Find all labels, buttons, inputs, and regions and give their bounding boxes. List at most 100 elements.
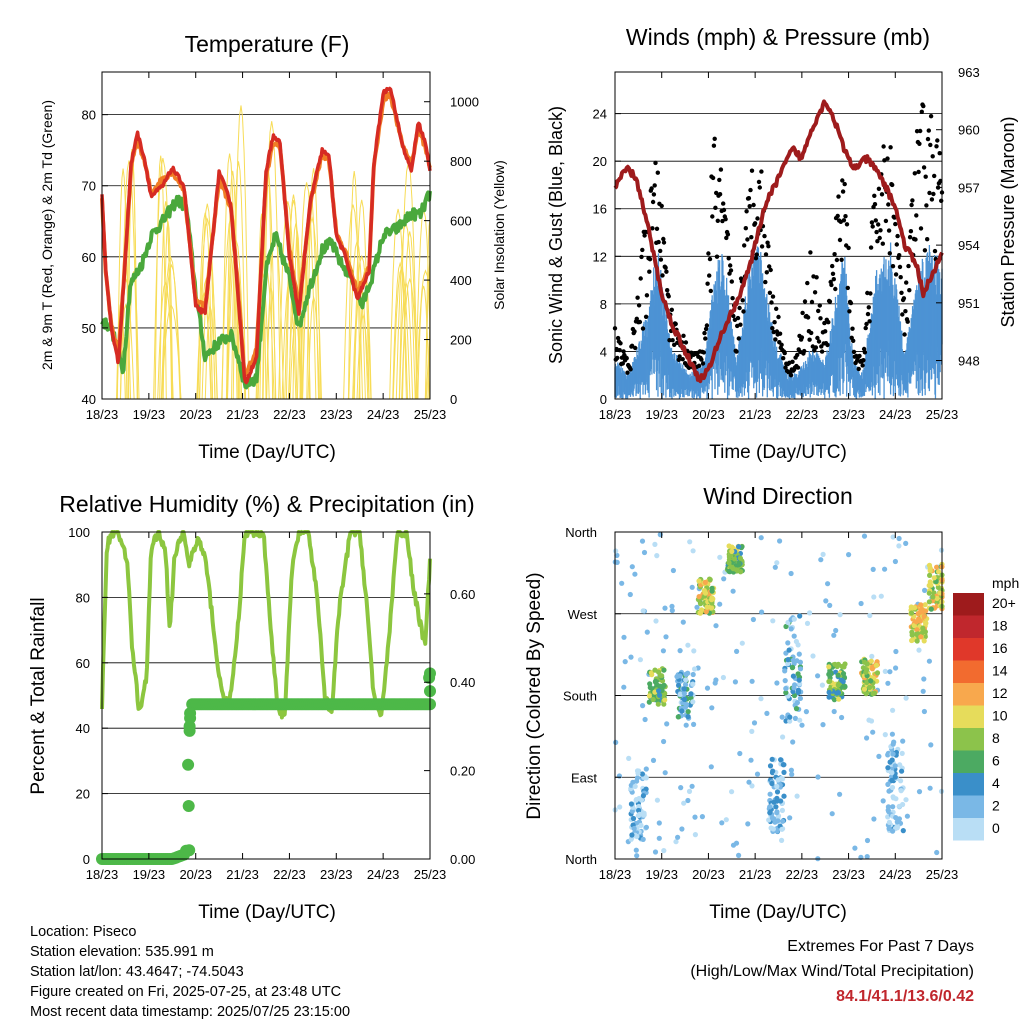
direction-point: [632, 783, 638, 790]
direction-point: [926, 562, 933, 568]
gust-point: [749, 235, 754, 240]
x-tick-label: 22/23: [273, 407, 306, 422]
gust-point: [850, 326, 855, 331]
direction-point: [819, 682, 826, 688]
gust-point: [879, 192, 885, 197]
y-tick-label: 80: [82, 108, 96, 123]
direction-point: [688, 691, 694, 697]
gust-point: [802, 348, 807, 354]
colorbar-swatch: [953, 615, 984, 638]
gust-point: [681, 333, 686, 338]
gust-point: [902, 332, 907, 337]
direction-point: [781, 793, 787, 799]
temperature-xlabel: Time (Day/UTC): [198, 442, 336, 463]
direction-point: [779, 826, 785, 832]
solar-line: [231, 161, 247, 400]
gust-point: [721, 207, 727, 213]
direction-point: [791, 616, 797, 622]
colorbar-swatch: [953, 683, 984, 706]
direction-point: [637, 657, 644, 663]
gust-point: [763, 252, 769, 257]
colorbar-title: mph: [992, 575, 1019, 591]
gust-point: [656, 239, 661, 245]
gust-point: [897, 264, 903, 270]
solar-line: [125, 148, 139, 400]
gust-point: [753, 256, 759, 261]
direction-point: [677, 691, 684, 697]
direction-point: [807, 610, 813, 616]
direction-point: [873, 662, 880, 669]
rh-line: [100, 530, 432, 720]
direction-point: [712, 680, 718, 686]
y-tick-label: North: [565, 525, 597, 540]
gust-point: [925, 237, 930, 242]
gust-point: [783, 365, 788, 370]
direction-series: [612, 532, 945, 862]
x-tick-label: 21/23: [739, 867, 772, 882]
gust-point: [659, 203, 664, 209]
direction-point: [685, 713, 691, 720]
gust-point: [706, 251, 711, 256]
direction-point: [633, 797, 639, 803]
direction-point: [892, 774, 898, 780]
gust-point: [620, 361, 625, 366]
direction-point: [749, 728, 755, 735]
gust-point: [908, 229, 914, 234]
gust-point: [738, 322, 743, 327]
extremes-subtitle: (High/Low/Max Wind/Total Precipitation): [690, 963, 974, 980]
gust-point: [704, 323, 710, 328]
direction-point: [750, 616, 757, 623]
direction-ylabel: Direction (Colored By Speed): [524, 572, 545, 819]
solar-line: [285, 194, 302, 400]
direction-point: [890, 751, 896, 757]
y2-tick-label: 600: [450, 214, 472, 229]
direction-point: [827, 602, 833, 609]
gust-point: [652, 183, 657, 188]
gust-point: [800, 310, 805, 316]
direction-point: [826, 694, 832, 700]
direction-point: [820, 722, 826, 728]
direction-point: [767, 763, 774, 769]
gust-point: [861, 346, 867, 352]
direction-point: [690, 671, 696, 678]
gust-point: [885, 156, 890, 161]
winds-frame: [614, 71, 943, 400]
direction-point: [928, 606, 934, 612]
gust-point: [661, 240, 667, 245]
direction-point: [870, 690, 876, 697]
y2-tick-label: 0.60: [450, 587, 475, 602]
gust-point: [923, 174, 928, 179]
gust-point: [894, 242, 899, 247]
gust-point: [629, 343, 635, 348]
direction-point: [704, 604, 710, 610]
direction-point: [775, 777, 781, 783]
direction-point: [831, 708, 837, 715]
gust-point: [707, 273, 712, 278]
gust-point: [921, 165, 927, 170]
direction-point: [691, 648, 697, 654]
direction-point: [797, 681, 803, 687]
direction-point: [627, 591, 633, 598]
direction-point: [874, 670, 881, 676]
direction-point: [936, 569, 942, 575]
direction-point: [729, 548, 735, 555]
direction-point: [732, 679, 739, 685]
direction-point: [870, 566, 876, 573]
x-tick-label: 23/23: [320, 407, 353, 422]
y2-tick-label: 1000: [450, 95, 479, 110]
direction-point: [663, 634, 669, 640]
direction-point: [767, 810, 773, 816]
extremes-title: Extremes For Past 7 Days: [787, 938, 974, 955]
direction-point: [656, 835, 662, 841]
direction-point: [789, 771, 795, 778]
direction-point: [730, 588, 736, 594]
solar-line: [197, 212, 214, 400]
colorbar-label: 10: [992, 708, 1008, 724]
direction-point: [682, 704, 689, 710]
gust-point: [790, 359, 795, 364]
x-tick-label: 24/23: [367, 867, 400, 882]
direction-point: [869, 653, 875, 660]
colorbar-swatch: [953, 795, 984, 818]
direction-point: [826, 689, 832, 696]
gust-point: [759, 169, 764, 174]
